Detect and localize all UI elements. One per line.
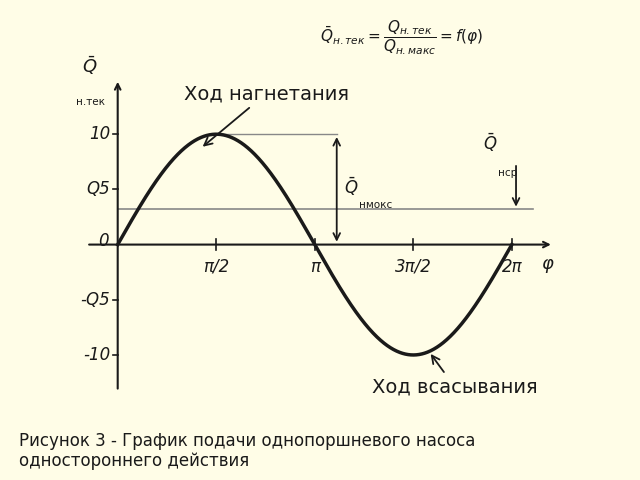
Text: Ход нагнетания: Ход нагнетания (184, 84, 349, 145)
Text: 10: 10 (89, 125, 110, 143)
Text: $\bar{Q}$: $\bar{Q}$ (83, 54, 98, 77)
Text: π: π (310, 258, 320, 276)
Text: $\bar{Q}$: $\bar{Q}$ (344, 176, 358, 198)
Text: -10: -10 (83, 346, 110, 364)
Text: $\bar{Q}$: $\bar{Q}$ (483, 132, 498, 154)
Text: 0: 0 (99, 232, 109, 250)
Text: π/2: π/2 (203, 258, 229, 276)
Text: φ: φ (541, 254, 554, 273)
Text: Q5: Q5 (86, 180, 110, 198)
Text: 2π: 2π (502, 258, 522, 276)
Text: $\bar{Q}_{н.тек}$$ = \dfrac{Q_{н.тек}}{Q_{н.макс}} = f(\varphi)$: $\bar{Q}_{н.тек}$$ = \dfrac{Q_{н.тек}}{Q… (320, 19, 483, 58)
Text: н.тек: н.тек (76, 96, 104, 107)
Text: нср: нср (499, 168, 518, 178)
Text: -Q5: -Q5 (81, 291, 110, 309)
Text: 3π/2: 3π/2 (395, 258, 432, 276)
Text: нмокс: нмокс (358, 201, 392, 210)
Text: Ход всасывания: Ход всасывания (372, 356, 538, 396)
Text: Рисунок 3 - График подачи однопоршневого насоса
одностороннего действия: Рисунок 3 - График подачи однопоршневого… (19, 432, 476, 470)
